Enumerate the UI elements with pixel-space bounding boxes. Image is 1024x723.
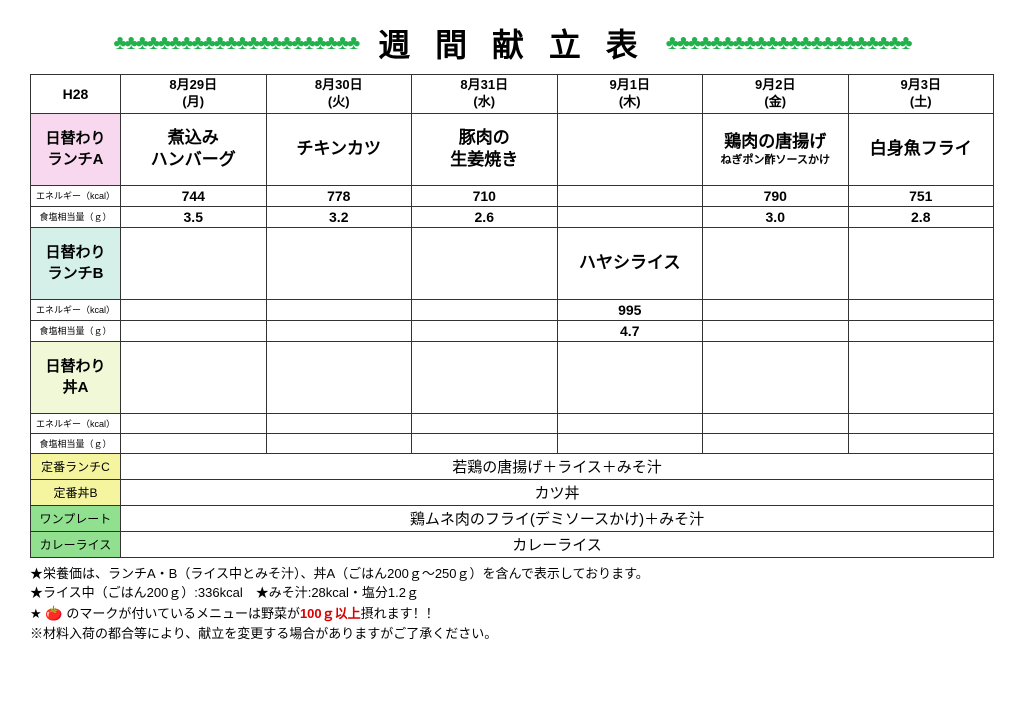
- menu-table: H28 8月29日(月) 8月30日(火) 8月31日(水) 9月1日(木) 9…: [30, 74, 994, 558]
- date-5: 9月3日(土): [848, 75, 994, 114]
- lunch-a-2: 豚肉の 生姜焼き: [412, 113, 558, 185]
- one-plate-label: ワンプレート: [31, 505, 121, 531]
- don-a-salt-row: 食塩相当量（ｇ）: [31, 433, 994, 453]
- clover-left: ♣♣♣♣♣♣♣♣♣♣♣♣♣♣♣♣♣♣♣♣♣♣: [113, 32, 358, 55]
- era-cell: H28: [31, 75, 121, 114]
- date-2: 8月31日(水): [412, 75, 558, 114]
- one-plate-menu: 鶏ムネ肉のフライ(デミソースかけ)＋みそ汁: [121, 505, 994, 531]
- lunch-a-4: 鶏肉の唐揚げねぎポン酢ソースかけ: [703, 113, 849, 185]
- lunch-a-energy-row: エネルギー（kcal） 744 778 710 790 751: [31, 185, 994, 206]
- lunch-a-0: 煮込み ハンバーグ: [121, 113, 267, 185]
- lunch-a-row: 日替わり ランチA 煮込み ハンバーグ チキンカツ 豚肉の 生姜焼き 鶏肉の唐揚…: [31, 113, 994, 185]
- lunch-b-label: 日替わり ランチB: [31, 227, 121, 299]
- don-a-label: 日替わり 丼A: [31, 341, 121, 413]
- lunch-b-row: 日替わり ランチB ハヤシライス: [31, 227, 994, 299]
- page-title: 週 間 献 立 表: [378, 20, 646, 66]
- lunch-b-salt-row: 食塩相当量（ｇ） 4.7: [31, 320, 994, 341]
- footer-line-4: ※材料入荷の都合等により、献立を変更する場合がありますがご了承ください。: [30, 624, 994, 644]
- fixed-c-label: 定番ランチC: [31, 453, 121, 479]
- footer-line-2: ★ライス中（ごはん200ｇ）:336kcal ★みそ汁:28kcal・塩分1.2…: [30, 583, 994, 603]
- fixed-lunch-c-row: 定番ランチC 若鶏の唐揚げ＋ライス＋みそ汁: [31, 453, 994, 479]
- header: ♣♣♣♣♣♣♣♣♣♣♣♣♣♣♣♣♣♣♣♣♣♣ 週 間 献 立 表 ♣♣♣♣♣♣♣…: [30, 20, 994, 66]
- footer-line-3: ★ 🍅 のマークが付いているメニューは野菜が100ｇ以上摂れます！！: [30, 603, 994, 624]
- footer-line-1: ★栄養価は、ランチA・B（ライス中とみそ汁）、丼A（ごはん200ｇ～250ｇ）を…: [30, 564, 994, 584]
- salt-label: 食塩相当量（ｇ）: [31, 206, 121, 227]
- curry-menu: カレーライス: [121, 531, 994, 557]
- footer-notes: ★栄養価は、ランチA・B（ライス中とみそ汁）、丼A（ごはん200ｇ～250ｇ）を…: [30, 564, 994, 644]
- one-plate-row: ワンプレート 鶏ムネ肉のフライ(デミソースかけ)＋みそ汁: [31, 505, 994, 531]
- tomato-icon: 🍅: [45, 605, 62, 621]
- lunch-a-1: チキンカツ: [266, 113, 412, 185]
- curry-row: カレーライス カレーライス: [31, 531, 994, 557]
- don-a-energy-row: エネルギー（kcal）: [31, 413, 994, 433]
- lunch-a-salt-row: 食塩相当量（ｇ） 3.5 3.2 2.6 3.0 2.8: [31, 206, 994, 227]
- lunch-a-3: [557, 113, 703, 185]
- clover-right: ♣♣♣♣♣♣♣♣♣♣♣♣♣♣♣♣♣♣♣♣♣♣: [666, 32, 911, 55]
- lunch-b-energy-row: エネルギー（kcal） 995: [31, 299, 994, 320]
- date-row: H28 8月29日(月) 8月30日(火) 8月31日(水) 9月1日(木) 9…: [31, 75, 994, 114]
- date-4: 9月2日(金): [703, 75, 849, 114]
- fixed-c-menu: 若鶏の唐揚げ＋ライス＋みそ汁: [121, 453, 994, 479]
- energy-label: エネルギー（kcal）: [31, 185, 121, 206]
- lunch-a-label: 日替わり ランチA: [31, 113, 121, 185]
- fixed-don-b-row: 定番丼B カツ丼: [31, 479, 994, 505]
- fixed-don-b-menu: カツ丼: [121, 479, 994, 505]
- date-1: 8月30日(火): [266, 75, 412, 114]
- date-3: 9月1日(木): [557, 75, 703, 114]
- lunch-a-5: 白身魚フライ: [848, 113, 994, 185]
- fixed-don-b-label: 定番丼B: [31, 479, 121, 505]
- don-a-row: 日替わり 丼A: [31, 341, 994, 413]
- curry-label: カレーライス: [31, 531, 121, 557]
- date-0: 8月29日(月): [121, 75, 267, 114]
